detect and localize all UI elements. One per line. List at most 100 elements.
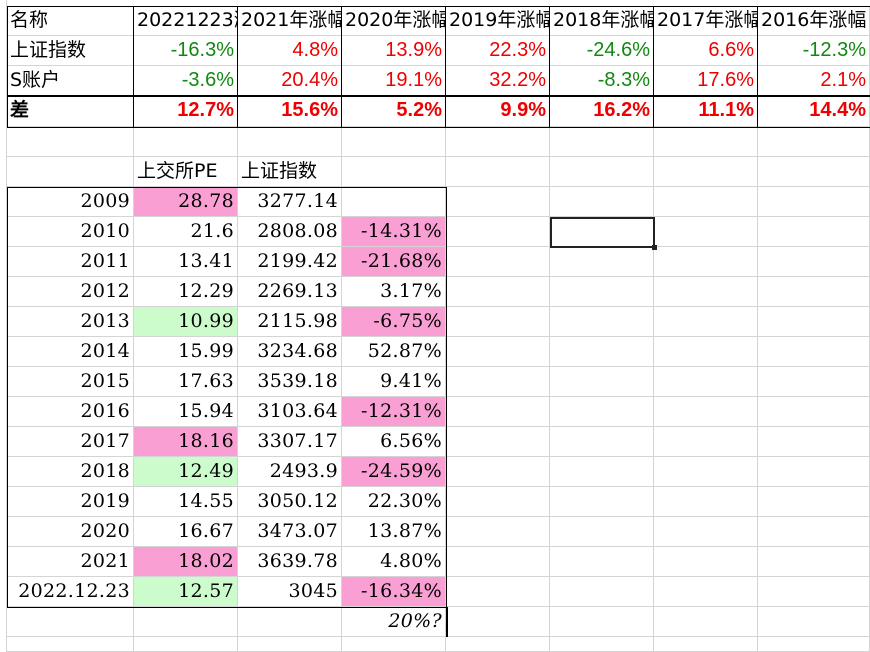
year-cell[interactable]: 2019 (7, 487, 134, 517)
top-value-cell[interactable]: -16.3% (134, 36, 238, 66)
year-cell[interactable]: 2018 (7, 457, 134, 487)
year-cell[interactable]: 2016 (7, 397, 134, 427)
year-cell[interactable]: 2010 (7, 217, 134, 247)
empty-cell[interactable] (446, 337, 550, 367)
change-value-cell[interactable]: 6.56% (342, 427, 446, 457)
empty-cell[interactable] (550, 487, 654, 517)
empty-cell[interactable] (654, 577, 758, 607)
index-value-cell[interactable]: 3045 (238, 577, 342, 607)
empty-cell[interactable] (7, 637, 134, 652)
empty-cell[interactable] (758, 577, 870, 607)
empty-cell[interactable] (550, 397, 654, 427)
empty-cell[interactable] (342, 637, 446, 652)
empty-cell[interactable] (550, 457, 654, 487)
empty-cell[interactable] (654, 187, 758, 217)
top-value-cell[interactable]: 20.4% (238, 66, 342, 96)
empty-cell[interactable] (654, 637, 758, 652)
empty-cell[interactable] (758, 307, 870, 337)
top-value-cell[interactable]: -3.6% (134, 66, 238, 96)
empty-cell[interactable] (238, 637, 342, 652)
top-value-cell[interactable]: 22.3% (446, 36, 550, 66)
pe-value-cell[interactable]: 12.49 (134, 457, 238, 487)
empty-cell[interactable] (654, 607, 758, 637)
top-header-cell[interactable]: 2020年涨幅 (342, 6, 446, 36)
empty-cell[interactable] (238, 127, 342, 157)
empty-cell[interactable] (446, 547, 550, 577)
top-header-cell[interactable]: 2021年涨幅 (238, 6, 342, 36)
empty-cell[interactable] (446, 127, 550, 157)
pe-value-cell[interactable]: 16.67 (134, 517, 238, 547)
empty-cell[interactable] (7, 127, 134, 157)
pe-value-cell[interactable]: 21.6 (134, 217, 238, 247)
empty-cell[interactable] (758, 487, 870, 517)
empty-cell[interactable] (134, 607, 238, 637)
empty-cell[interactable] (446, 607, 550, 637)
empty-cell[interactable] (758, 187, 870, 217)
empty-cell[interactable] (654, 157, 758, 187)
empty-cell[interactable] (550, 187, 654, 217)
index-value-cell[interactable]: 3539.18 (238, 367, 342, 397)
empty-cell[interactable] (654, 127, 758, 157)
change-value-cell[interactable] (342, 187, 446, 217)
empty-cell[interactable] (550, 577, 654, 607)
empty-cell[interactable] (446, 187, 550, 217)
change-value-cell[interactable]: -21.68% (342, 247, 446, 277)
empty-cell[interactable] (446, 217, 550, 247)
empty-cell[interactable] (446, 517, 550, 547)
top-value-cell[interactable]: 17.6% (654, 66, 758, 96)
empty-cell[interactable] (446, 397, 550, 427)
empty-cell[interactable] (758, 427, 870, 457)
top-value-cell[interactable]: 12.7% (134, 96, 238, 127)
pe-value-cell[interactable]: 15.94 (134, 397, 238, 427)
empty-cell[interactable] (758, 157, 870, 187)
pe-value-cell[interactable]: 18.02 (134, 547, 238, 577)
pe-value-cell[interactable]: 15.99 (134, 337, 238, 367)
top-row-label[interactable]: 差 (7, 96, 134, 127)
index-value-cell[interactable]: 3234.68 (238, 337, 342, 367)
year-cell[interactable]: 2017 (7, 427, 134, 457)
empty-cell[interactable] (134, 637, 238, 652)
empty-cell[interactable] (654, 277, 758, 307)
empty-cell[interactable] (758, 517, 870, 547)
empty-cell[interactable] (342, 157, 446, 187)
year-cell[interactable]: 2020 (7, 517, 134, 547)
empty-cell[interactable] (238, 607, 342, 637)
change-value-cell[interactable]: 22.30% (342, 487, 446, 517)
top-header-cell[interactable]: 2017年涨幅 (654, 6, 758, 36)
empty-cell[interactable] (654, 337, 758, 367)
top-header-cell[interactable]: 20221223涨 (134, 6, 238, 36)
note-cell[interactable]: 20%? (342, 607, 446, 637)
change-value-cell[interactable]: -14.31% (342, 217, 446, 247)
pe-value-cell[interactable]: 12.29 (134, 277, 238, 307)
top-value-cell[interactable]: 13.9% (342, 36, 446, 66)
top-value-cell[interactable]: 19.1% (342, 66, 446, 96)
index-value-cell[interactable]: 3639.78 (238, 547, 342, 577)
top-value-cell[interactable]: 4.8% (238, 36, 342, 66)
empty-cell[interactable] (134, 127, 238, 157)
empty-cell[interactable] (550, 157, 654, 187)
empty-cell[interactable] (446, 367, 550, 397)
pe-value-cell[interactable]: 13.41 (134, 247, 238, 277)
change-value-cell[interactable]: 52.87% (342, 337, 446, 367)
top-header-cell[interactable]: 2016年涨幅 (758, 6, 870, 36)
selected-cell[interactable] (550, 217, 655, 248)
empty-cell[interactable] (446, 577, 550, 607)
empty-cell[interactable] (758, 607, 870, 637)
index-header-cell[interactable]: 上证指数 (238, 157, 342, 187)
pe-value-cell[interactable]: 17.63 (134, 367, 238, 397)
empty-cell[interactable] (654, 547, 758, 577)
change-value-cell[interactable]: -12.31% (342, 397, 446, 427)
index-value-cell[interactable]: 3277.14 (238, 187, 342, 217)
empty-cell[interactable] (654, 427, 758, 457)
empty-cell[interactable] (7, 157, 134, 187)
empty-cell[interactable] (550, 277, 654, 307)
empty-cell[interactable] (446, 487, 550, 517)
change-value-cell[interactable]: 13.87% (342, 517, 446, 547)
empty-cell[interactable] (758, 277, 870, 307)
empty-cell[interactable] (550, 427, 654, 457)
pe-value-cell[interactable]: 28.78 (134, 187, 238, 217)
top-value-cell[interactable]: -8.3% (550, 66, 654, 96)
top-value-cell[interactable]: 2.1% (758, 66, 870, 96)
pe-header-cell[interactable]: 上交所PE (134, 157, 238, 187)
